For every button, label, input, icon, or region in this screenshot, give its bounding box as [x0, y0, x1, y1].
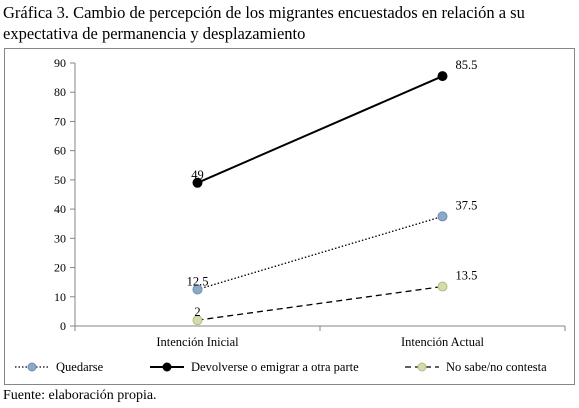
axes: 0 10 20 30 40 50 60 70 80 90 Intención Inicial Inte…: [54, 56, 566, 349]
series-line-0: [197, 215, 443, 291]
data-point: [192, 284, 203, 295]
chart-title: Gráfica 3. Cambio de percepción de los m…: [3, 3, 525, 43]
y-tick-label: 90: [54, 56, 66, 70]
legend-marker: [417, 362, 427, 372]
data-label: 2: [194, 305, 200, 319]
source-note: Fuente: elaboración propia.: [3, 388, 157, 403]
legend-label: No sabe/no contesta: [446, 360, 547, 374]
data-label: 13.5: [456, 269, 478, 283]
y-tick-label: 60: [54, 144, 66, 158]
y-tick-label: 10: [54, 290, 66, 304]
data-point: [192, 315, 203, 326]
legend-marker: [162, 362, 172, 372]
series-line-1: [197, 75, 443, 184]
data-label: 85.5: [456, 58, 478, 72]
legend-label: Devolverse o emigrar a otra parte: [191, 360, 359, 374]
data-label: 49: [191, 168, 204, 182]
legend: Quedarse Devolverse o emigrar a otra part…: [15, 360, 547, 374]
y-tick-label: 30: [54, 231, 66, 245]
data-label: 12.5: [187, 274, 209, 288]
chart-frame: [4, 48, 575, 385]
y-tick-label: 0: [60, 319, 66, 333]
x-tick-label: Intención Inicial: [156, 335, 239, 349]
x-tick-label: Intención Actual: [401, 335, 484, 349]
y-tick-label: 40: [54, 202, 66, 216]
data-point: [437, 211, 448, 222]
series-line-2: [197, 285, 443, 321]
data-label: 37.5: [456, 198, 478, 212]
y-tick-label: 80: [54, 85, 66, 99]
legend-label: Quedarse: [56, 360, 104, 374]
y-tick-label: 50: [54, 173, 66, 187]
data-point: [437, 281, 448, 292]
series-group: 12.5 37.5 49 85.5 2 13.5: [187, 58, 478, 326]
legend-marker: [27, 362, 37, 372]
y-tick-label: 20: [54, 261, 66, 275]
data-point: [192, 177, 203, 188]
y-tick-label: 70: [54, 114, 66, 128]
data-point: [437, 71, 448, 82]
